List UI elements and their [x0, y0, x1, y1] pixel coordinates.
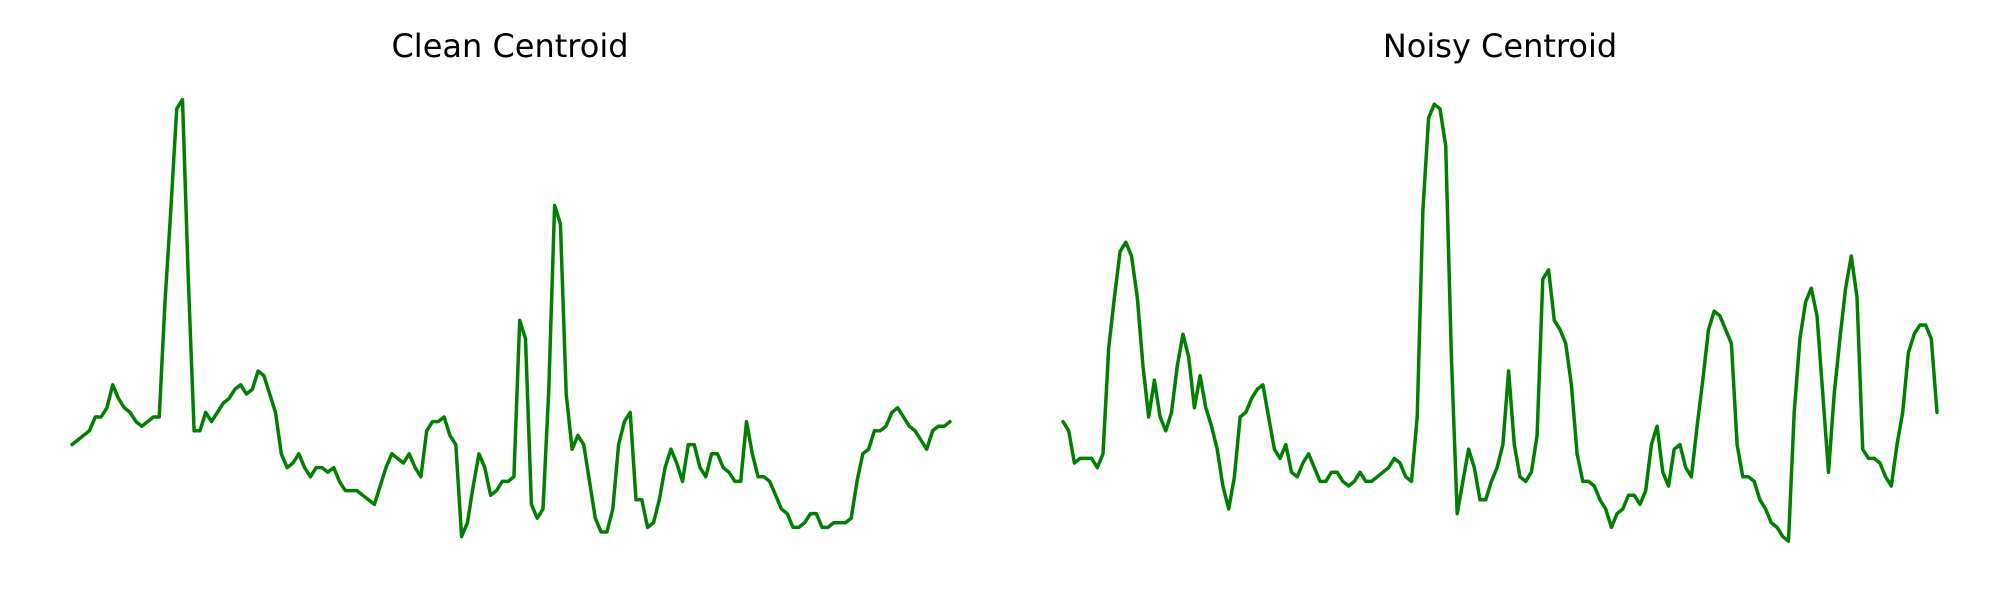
noisy-centroid-panel: Noisy Centroid	[1061, 27, 1939, 543]
clean-centroid-series-line	[70, 97, 952, 539]
clean-centroid-panel: Clean Centroid	[70, 27, 952, 539]
noisy-centroid-title: Noisy Centroid	[1383, 27, 1617, 65]
noisy-centroid-series-line	[1061, 102, 1939, 543]
clean-centroid-title: Clean Centroid	[391, 27, 628, 65]
